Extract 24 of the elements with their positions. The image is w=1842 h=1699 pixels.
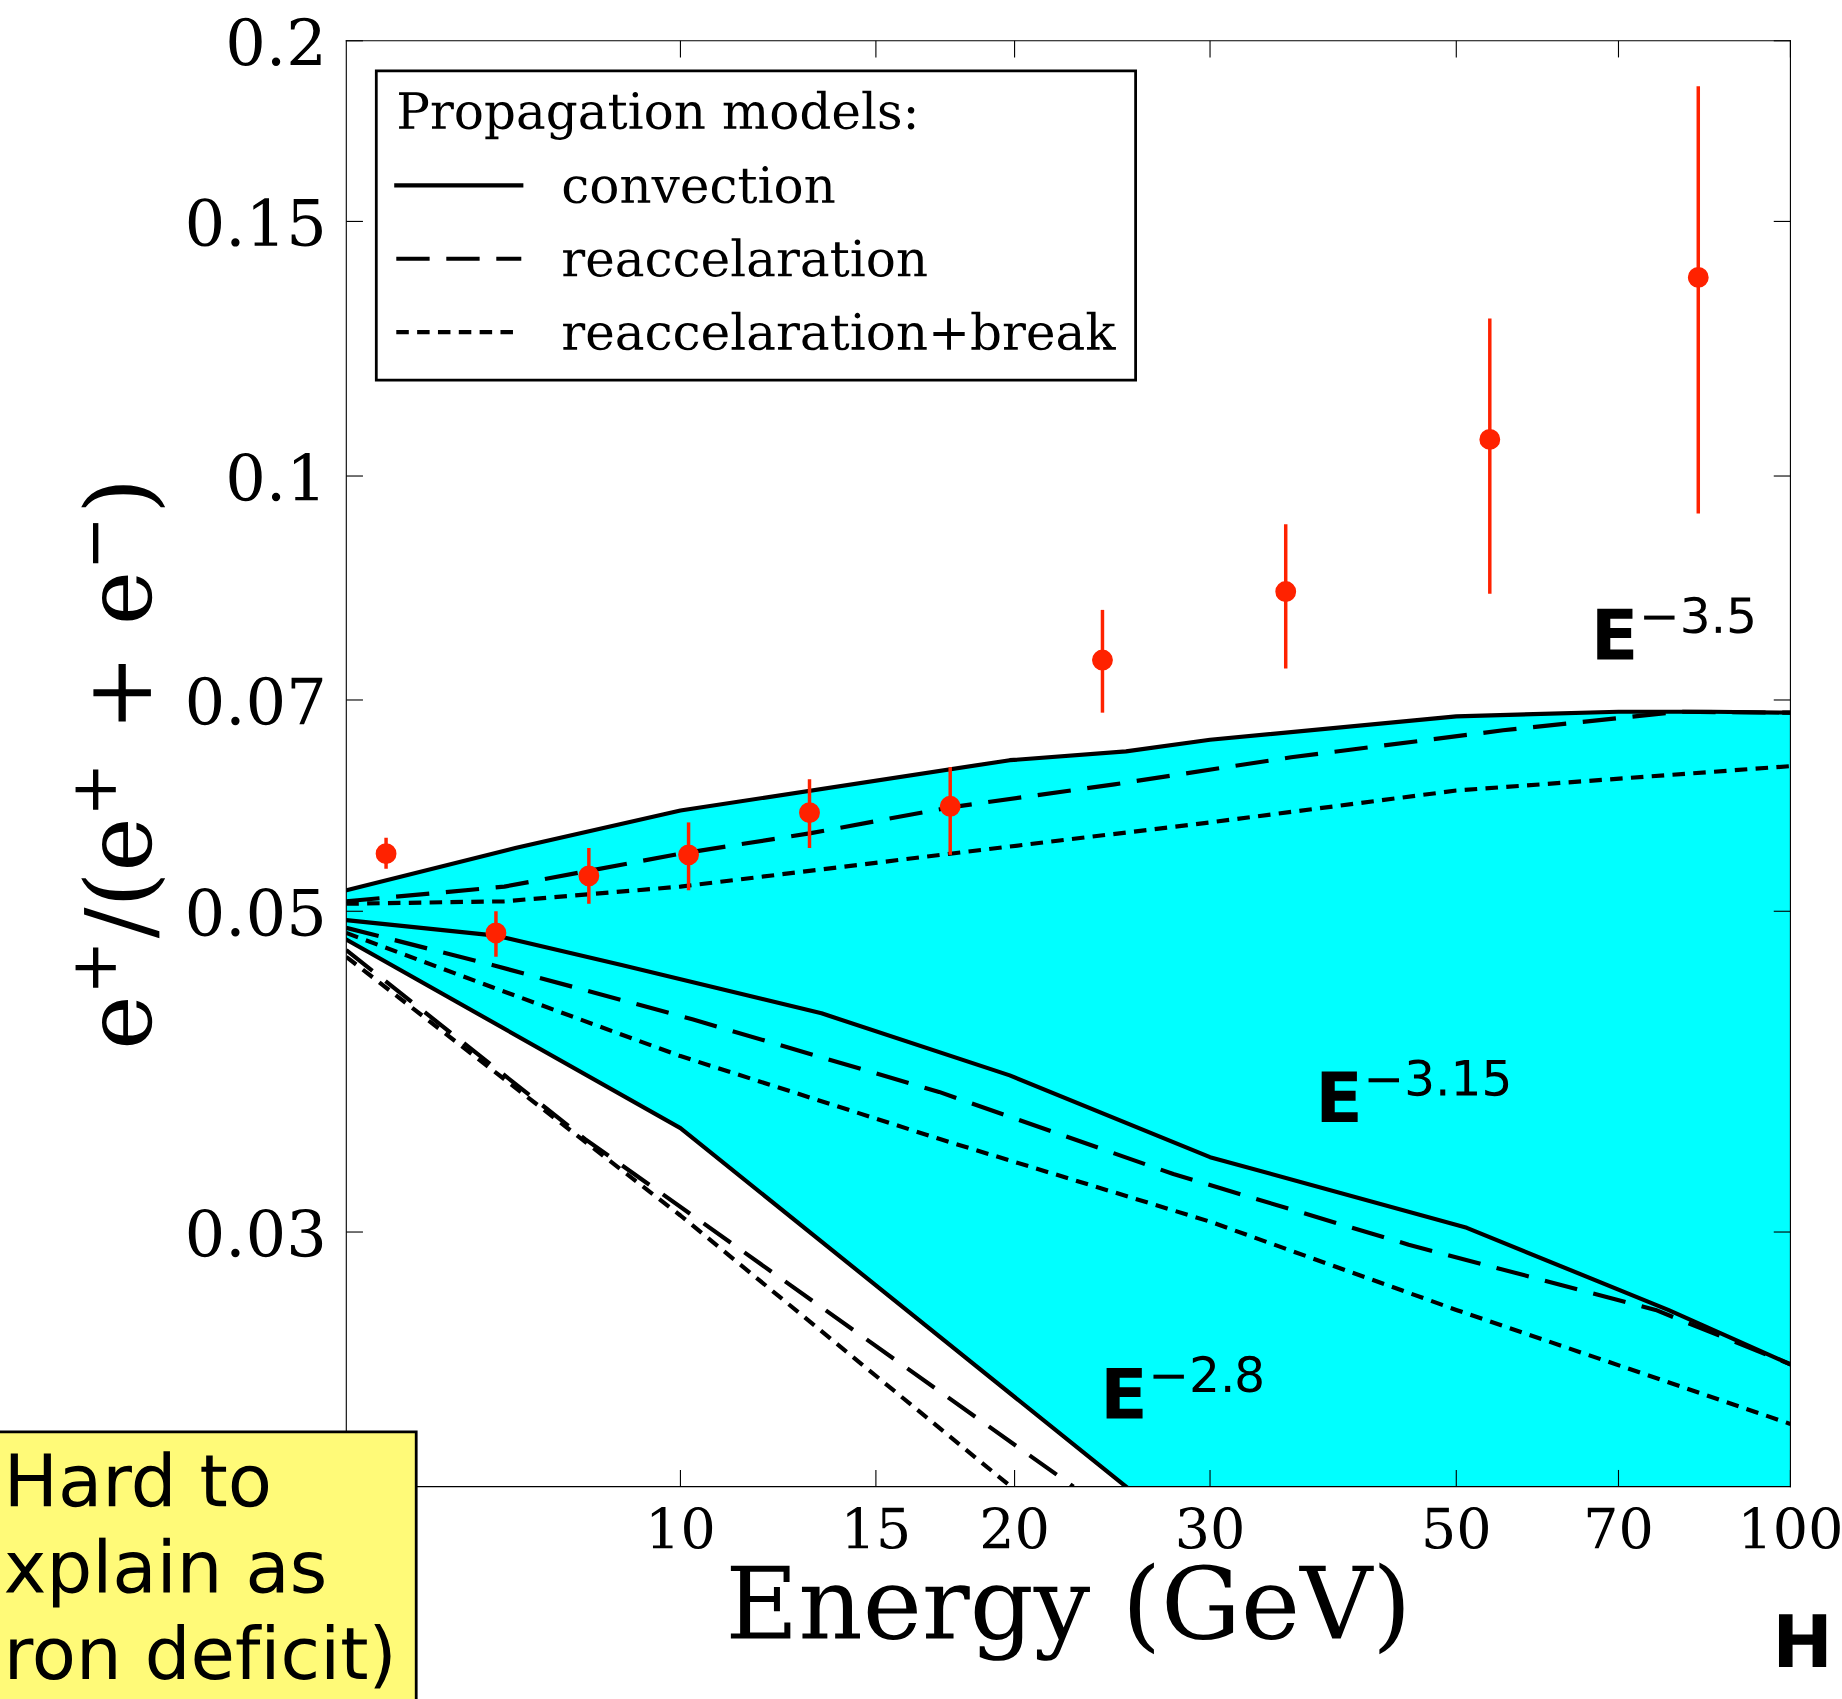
x-tick-label: 70 <box>1587 1507 1651 1550</box>
text: H <box>1778 1614 1827 1667</box>
y-tick-label: 0.05 <box>188 888 322 937</box>
y-tick-label: 0.03 <box>188 1208 323 1258</box>
x-tick-label: 30 <box>1178 1507 1242 1550</box>
x-tick-label: 100 <box>1744 1507 1840 1550</box>
x-tick-label: 10 <box>651 1507 713 1550</box>
annotation: E$^{−3.5}$ <box>1597 596 1753 660</box>
legend-label: reaccelaration <box>563 238 927 277</box>
y-tick-label: 0.2 <box>229 17 321 66</box>
annotation: Hard to xplain as ron deficit) <box>5 1451 391 1689</box>
legend-label: convection <box>563 166 835 204</box>
x-tick-label: 20 <box>983 1507 1047 1550</box>
annotation: E$^{−3.15}$ <box>1321 1059 1509 1123</box>
y-tick-label: 0.07 <box>188 676 323 726</box>
x-axis-title: Energy (GeV) <box>730 1562 1404 1661</box>
y-tick-label: 0.1 <box>229 452 318 502</box>
annotation: E$^{−2.8}$ <box>1106 1355 1262 1419</box>
x-tick-label: 15 <box>847 1507 907 1550</box>
x-tick-label: 50 <box>1425 1507 1488 1550</box>
legend-title: Propagation models: <box>399 90 915 140</box>
legend-label: reaccelaration+break <box>563 311 1116 351</box>
y-tick-label: 0.15 <box>188 198 322 247</box>
y-axis-title: e$^{+}$/(e$^{+}$ + e$^{−}$) <box>75 485 166 1046</box>
